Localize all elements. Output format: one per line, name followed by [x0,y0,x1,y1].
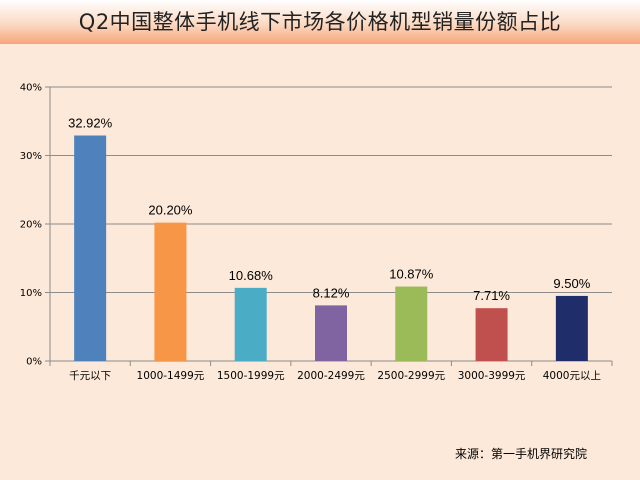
y-tick-label: 30% [20,151,42,162]
y-axis: 0% 10% 20% 30% 40% [20,83,51,368]
value-label: 8.12% [313,285,350,300]
source-note: 来源：第一手机界研究院 [455,447,588,461]
bar [315,305,347,361]
category-label: 千元以下 [69,370,111,382]
bar [234,287,267,361]
y-tick-label: 10% [20,288,42,299]
bar [475,308,508,361]
bar [74,135,107,361]
category-label: 2000-2499元 [297,370,365,382]
category-label: 4000元以上 [543,370,601,382]
category-label: 2500-2999元 [377,370,445,382]
bar [555,295,588,361]
bar [154,222,187,361]
category-label: 1500-1999元 [217,370,285,382]
value-label: 20.20% [148,203,193,218]
x-axis: 千元以下 1000-1499元 1500-1999元 2000-2499元 2500-2… [49,361,613,382]
value-label: 9.50% [553,276,590,291]
category-label: 1000-1499元 [137,370,205,382]
value-label: 10.68% [229,268,274,283]
value-label: 7.71% [473,288,510,303]
title-band [0,0,640,44]
category-label: 3000-3999元 [458,370,526,382]
chart-title: Q2中国整体手机线下市场各价格机型销量份额占比 [78,10,562,34]
bars [74,135,588,361]
y-tick-label: 0% [26,357,42,368]
y-tick-label: 20% [20,220,42,231]
value-labels: 32.92% 20.20% 10.68% 8.12% 10.87% 7.71% 9.50% [68,115,591,303]
value-label: 10.87% [389,267,434,282]
value-label: 32.92% [68,115,113,130]
bar [395,286,428,361]
y-tick-label: 40% [20,83,42,94]
